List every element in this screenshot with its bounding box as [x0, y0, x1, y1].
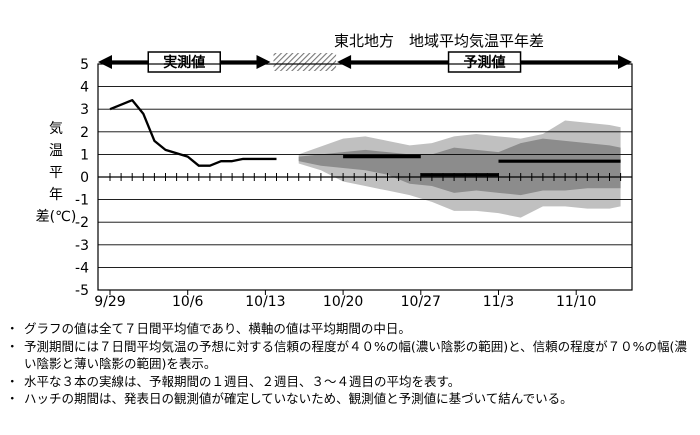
x-tick-label: 9/29 — [94, 294, 125, 310]
y-tick-label: 1 — [80, 147, 89, 163]
y-tick-label: 4 — [80, 80, 89, 96]
y-tick-label: -1 — [75, 193, 89, 209]
observed-arrow-head-left — [98, 55, 112, 69]
y-axis-label-char: 年 — [49, 187, 63, 203]
note-item: グラフの値は全て７日間平均値であり、横軸の値は平均期間の中日。 — [6, 320, 696, 338]
x-tick-label: 10/20 — [323, 294, 363, 310]
forecast-arrow-label: 予測値 — [464, 54, 506, 71]
note-item: 水平な３本の実線は、予報期間の１週目、２週目、３～４週目の平均を表す。 — [6, 373, 696, 391]
x-tick-label: 10/6 — [172, 294, 204, 310]
forecast-arrow-label-box — [447, 51, 522, 73]
x-tick-label: 11/3 — [483, 294, 514, 310]
y-tick-label: -4 — [75, 260, 89, 276]
notes-list: グラフの値は全て７日間平均値であり、横軸の値は平均期間の中日。 予測期間には７日… — [6, 320, 696, 408]
y-tick-label: -5 — [75, 283, 89, 299]
observed-arrow-label-box — [147, 51, 221, 73]
y-tick-label: 3 — [80, 102, 89, 118]
plot-frame — [97, 63, 633, 291]
observed-arrow-label: 実測値 — [163, 54, 205, 71]
note-item: 予測期間には７日間平均気温の予想に対する信頼の程度が４０%の幅(濃い陰影の範囲)… — [6, 338, 696, 373]
y-axis-label-char: 平 — [49, 165, 63, 181]
forecast-arrow-head-right — [618, 55, 632, 69]
band-40-percent — [298, 138, 621, 196]
y-tick-label: 0 — [80, 170, 89, 186]
note-item: ハッチの期間は、発表日の観測値が確定していないため、観測値と予測値に基づいて結ん… — [6, 390, 696, 408]
chart-title: 東北地方 地域平均気温平年差 — [334, 32, 544, 50]
y-axis-label: 気温平年差(℃) — [36, 121, 77, 225]
x-tick-label: 10/13 — [245, 294, 285, 310]
observed-line — [109, 99, 277, 167]
forecast-arrow-head-left — [337, 55, 352, 69]
chart: 東北地方 地域平均気温平年差 気温平年差(℃) 5 4 3 2 1 0 -1 -2 -3 -4 -5… — [36, 32, 633, 310]
x-tick-label: 11/10 — [556, 294, 596, 310]
y-tick-label: 2 — [80, 125, 89, 141]
y-axis-label-char: 差(℃) — [36, 209, 77, 225]
y-axis-label-char: 温 — [49, 143, 63, 159]
y-tick-label: 5 — [80, 57, 89, 73]
hatch-box — [273, 53, 337, 71]
x-tick-label: 10/27 — [401, 294, 441, 310]
y-tick-label: -3 — [75, 238, 89, 254]
observed-arrow-head-right — [256, 55, 271, 69]
y-axis-label-char: 気 — [49, 121, 63, 137]
y-tick-label: -2 — [75, 215, 89, 231]
